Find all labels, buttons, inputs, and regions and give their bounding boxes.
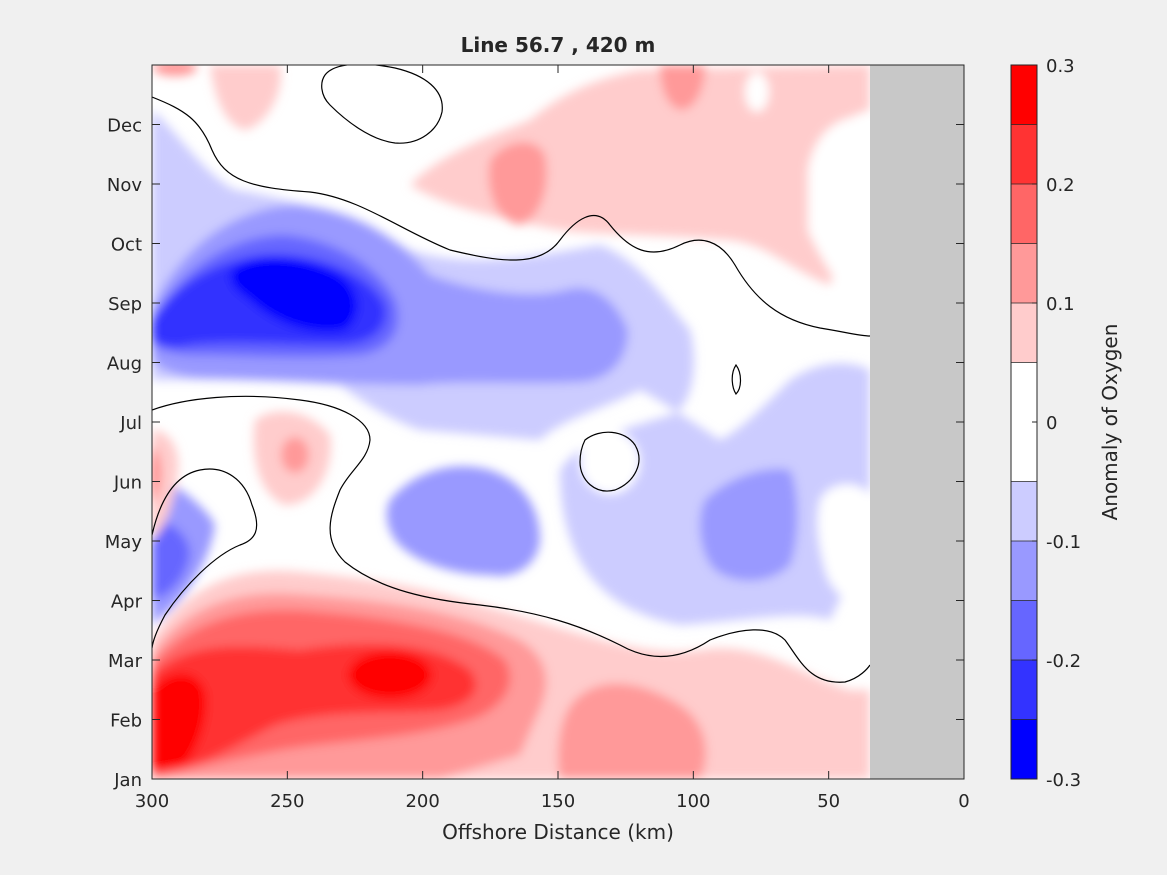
- y-tick-label: Sep: [108, 294, 142, 315]
- colorbar-tick-label: 0.2: [1046, 175, 1075, 196]
- chart-title: Line 56.7 , 420 m: [461, 33, 656, 57]
- y-tick-label: Aug: [107, 354, 142, 375]
- contour-fill: [152, 65, 871, 779]
- colorbar-bands: [1011, 65, 1037, 779]
- contour-level-minus-0.1b: [386, 466, 540, 576]
- colorbar-band: [1011, 303, 1037, 363]
- x-tick-label: 100: [676, 791, 710, 812]
- y-tick-label: May: [105, 532, 143, 553]
- contour-level-0.1-topd: [210, 65, 281, 130]
- x-tick-label: 0: [958, 791, 969, 812]
- colorbar-tick-label: -0.3: [1046, 770, 1081, 791]
- colorbar-band: [1011, 481, 1037, 541]
- x-axis: 300 250 200 150 100 50 0: [135, 65, 970, 812]
- colorbar-tick-label: 0.1: [1046, 294, 1075, 315]
- colorbar-tick-label: 0.3: [1046, 56, 1075, 77]
- y-tick-label: Mar: [108, 651, 143, 672]
- colorbar-tick-label: -0.2: [1046, 651, 1081, 672]
- colorbar-band: [1011, 600, 1037, 660]
- contour-level-minus-0.1c: [699, 468, 798, 581]
- contour-zero-region-top: [319, 65, 437, 137]
- colorbar-ticks: -0.3 -0.2 -0.1 0 0.1 0.2 0.3: [1032, 56, 1081, 791]
- colorbar-band: [1011, 243, 1037, 303]
- y-tick-label: Jan: [113, 770, 142, 791]
- colorbar-band: [1011, 660, 1037, 720]
- contour-max-mar: [348, 651, 432, 699]
- colorbar-band: [1011, 124, 1037, 184]
- contour-zero-lines: [152, 65, 871, 683]
- colorbar-band: [1011, 541, 1037, 601]
- x-tick-label: 200: [405, 791, 439, 812]
- contour-max-feb: [152, 673, 207, 770]
- x-axis-label: Offshore Distance (km): [442, 820, 674, 844]
- colorbar: -0.3 -0.2 -0.1 0 0.1 0.2 0.3 Anomaly of Oxygen: [1010, 56, 1122, 791]
- x-tick-label: 50: [817, 791, 840, 812]
- contour-zero-region-nov: [808, 115, 870, 340]
- contour-min-sep: [230, 257, 358, 332]
- y-axis: Jan Feb Mar Apr May Jun Jul Aug Sep Oct Nov Dec: [105, 116, 964, 791]
- x-tick-label: 150: [541, 791, 575, 812]
- contour-zero-region-may: [817, 484, 870, 603]
- plot-frame: [151, 64, 965, 780]
- y-tick-label: Feb: [110, 711, 142, 732]
- colorbar-band: [1011, 184, 1037, 244]
- contour-level-0.15-dec: [153, 65, 197, 76]
- colorbar-tick-label: 0: [1046, 413, 1057, 434]
- y-tick-label: Oct: [111, 235, 142, 256]
- contour-level-minus-0.15b: [152, 520, 190, 600]
- y-tick-label: Dec: [107, 116, 142, 137]
- contour-zero-region-dec: [745, 72, 769, 112]
- contour-level-0.15-jun: [281, 437, 309, 473]
- colorbar-tick-label: -0.1: [1046, 532, 1081, 553]
- plot-area: 300 250 200 150 100 50 0 Jan Feb Mar Apr May Jun Jul…: [105, 64, 970, 812]
- y-tick-label: Nov: [107, 175, 142, 196]
- x-tick-label: 250: [270, 791, 304, 812]
- no-data-region: [870, 65, 964, 779]
- colorbar-label: Anomaly of Oxygen: [1098, 324, 1122, 521]
- colorbar-band: [1011, 719, 1037, 779]
- contour-zero-region-jun: [580, 430, 640, 494]
- contour-level-0.15-top: [488, 142, 547, 225]
- y-tick-label: Apr: [111, 592, 143, 613]
- contour-level-0.15b: [558, 683, 706, 779]
- colorbar-band: [1011, 65, 1037, 125]
- x-tick-label: 300: [135, 791, 169, 812]
- y-tick-label: Jul: [119, 413, 142, 434]
- contour-level-0.2-jun: [152, 445, 160, 505]
- y-tick-label: Jun: [113, 473, 142, 494]
- contour-level-0.15-topb: [660, 65, 705, 110]
- contour-level-0.1-top: [410, 65, 870, 285]
